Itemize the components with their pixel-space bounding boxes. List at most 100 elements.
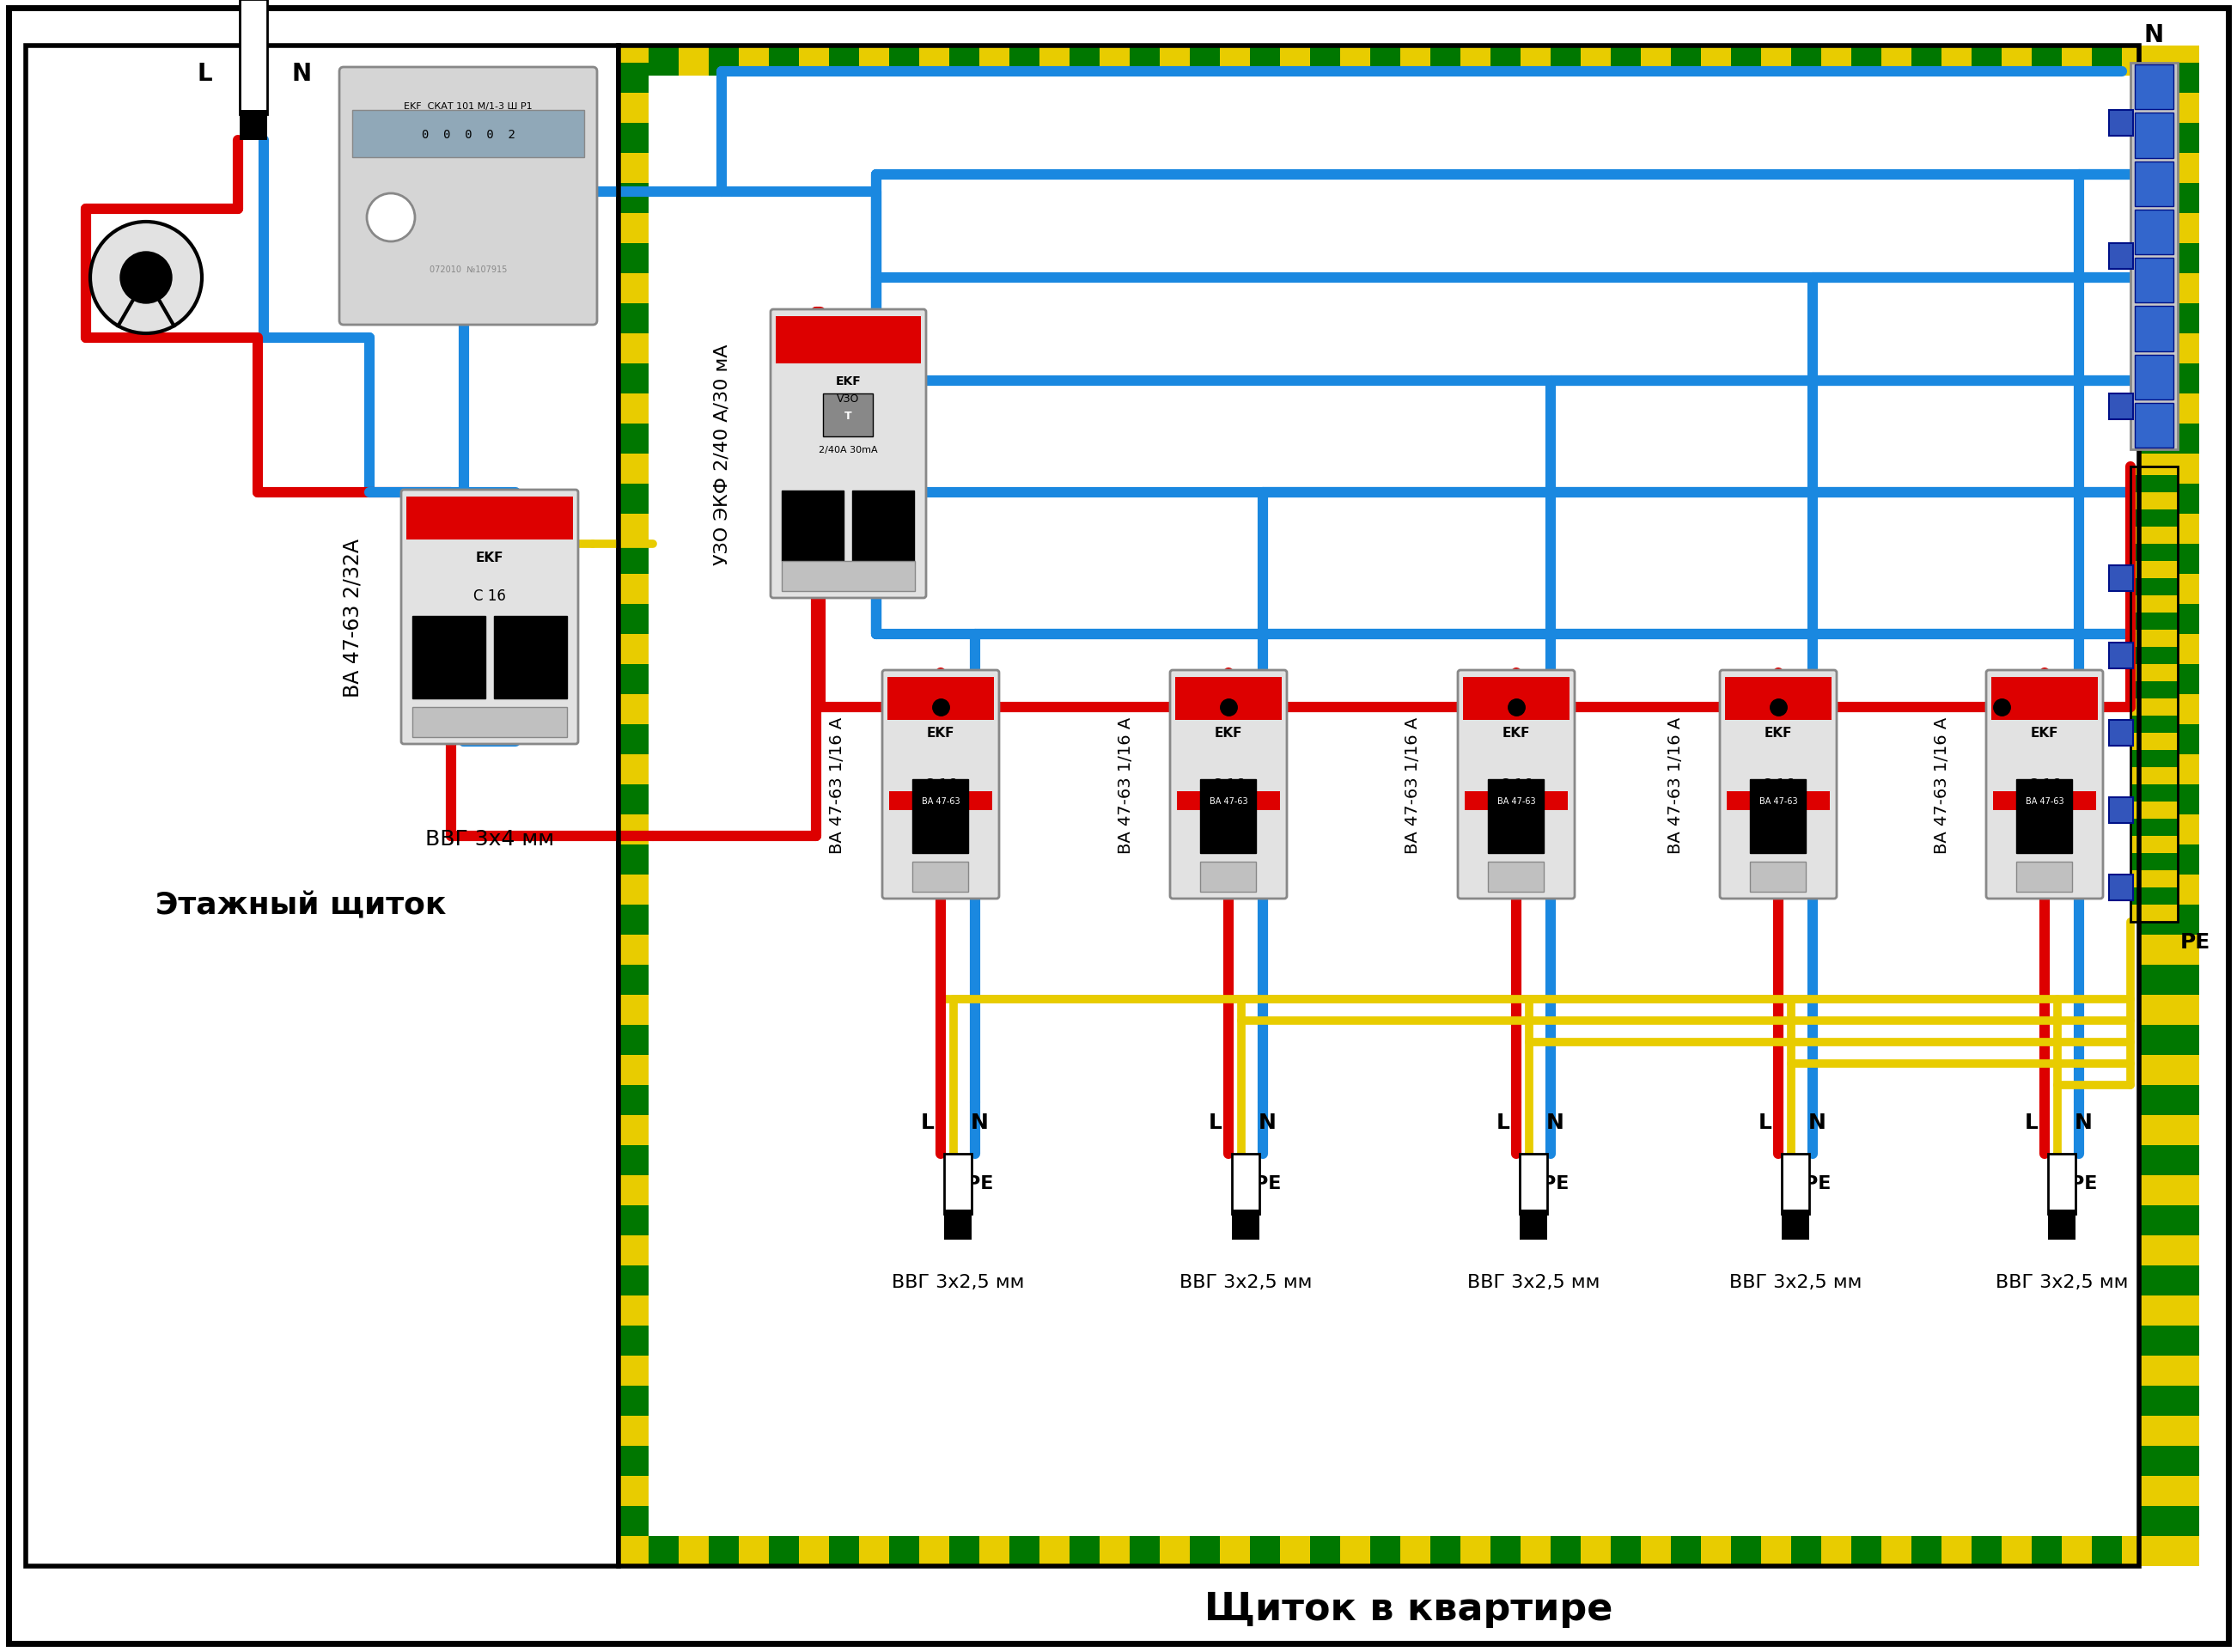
Bar bbox=[2130, 887, 2179, 905]
Bar bbox=[2170, 1145, 2199, 1176]
Bar bbox=[2170, 965, 2199, 995]
Bar bbox=[617, 725, 649, 755]
Bar bbox=[1671, 1536, 1700, 1566]
Bar bbox=[2170, 1325, 2199, 1356]
Text: L: L bbox=[197, 61, 213, 86]
Bar bbox=[1190, 46, 1219, 76]
Bar bbox=[1101, 46, 1130, 76]
Bar bbox=[2139, 814, 2170, 844]
Bar bbox=[830, 1536, 859, 1566]
Bar bbox=[2130, 785, 2179, 801]
Text: N: N bbox=[2143, 23, 2163, 48]
Bar bbox=[2130, 682, 2179, 699]
Text: ВВГ 3х2,5 мм: ВВГ 3х2,5 мм bbox=[1467, 1274, 1599, 1290]
Bar bbox=[1942, 46, 1971, 76]
Bar bbox=[407, 497, 573, 540]
Bar bbox=[617, 694, 649, 725]
Bar bbox=[617, 304, 649, 334]
Bar bbox=[1009, 1536, 1040, 1566]
Bar bbox=[859, 46, 888, 76]
Bar bbox=[2139, 1115, 2170, 1145]
Bar bbox=[2170, 664, 2199, 694]
Bar bbox=[2130, 715, 2179, 733]
Bar bbox=[2134, 210, 2174, 254]
Bar bbox=[617, 1236, 649, 1265]
Bar bbox=[1040, 1536, 1069, 1566]
Bar bbox=[2139, 1265, 2170, 1295]
Text: ВВГ 3х4 мм: ВВГ 3х4 мм bbox=[425, 829, 555, 849]
Bar bbox=[1461, 46, 1490, 76]
Bar bbox=[2139, 425, 2170, 454]
Bar bbox=[2139, 1536, 2170, 1566]
Bar bbox=[2170, 876, 2199, 905]
Bar bbox=[617, 1386, 649, 1416]
Bar bbox=[617, 274, 649, 304]
Text: Этажный щиток: Этажный щиток bbox=[154, 890, 445, 920]
Text: ВА 47-63 1/16 А: ВА 47-63 1/16 А bbox=[1933, 717, 1951, 852]
Bar bbox=[2139, 1416, 2170, 1446]
Bar bbox=[412, 616, 485, 699]
Bar bbox=[649, 1536, 678, 1566]
Bar bbox=[2170, 1026, 2199, 1056]
Bar bbox=[709, 46, 738, 76]
Bar bbox=[2139, 1236, 2170, 1265]
Bar bbox=[1991, 677, 2098, 720]
Bar bbox=[617, 575, 649, 605]
Bar bbox=[1371, 1536, 1400, 1566]
Bar bbox=[2170, 995, 2199, 1026]
Bar bbox=[1371, 46, 1400, 76]
Text: Щиток в квартире: Щиток в квартире bbox=[1206, 1591, 1613, 1627]
Bar bbox=[1233, 1155, 1259, 1214]
Bar bbox=[1130, 46, 1159, 76]
Bar bbox=[2170, 694, 2199, 725]
Text: PE: PE bbox=[966, 1175, 993, 1191]
Bar bbox=[2139, 876, 2170, 905]
Bar bbox=[351, 111, 584, 159]
Bar bbox=[1852, 46, 1881, 76]
Bar bbox=[2139, 545, 2170, 575]
Bar bbox=[1749, 862, 1805, 892]
Circle shape bbox=[89, 223, 201, 334]
Bar bbox=[1731, 1536, 1761, 1566]
Bar bbox=[412, 707, 566, 737]
Bar bbox=[913, 862, 969, 892]
Bar bbox=[1640, 1536, 1671, 1566]
FancyBboxPatch shape bbox=[1459, 671, 1575, 899]
Bar bbox=[1521, 1536, 1550, 1566]
Text: 2/40A 30mA: 2/40A 30mA bbox=[819, 446, 877, 454]
Bar bbox=[2152, 46, 2181, 76]
Bar bbox=[617, 1475, 649, 1507]
Text: ВВГ 3х2,5 мм: ВВГ 3х2,5 мм bbox=[1179, 1274, 1311, 1290]
Bar bbox=[1340, 1536, 1371, 1566]
Bar bbox=[617, 94, 649, 124]
Bar bbox=[2170, 395, 2199, 425]
Bar bbox=[1550, 46, 1582, 76]
Bar bbox=[1233, 1209, 1259, 1241]
Bar bbox=[2139, 183, 2170, 213]
Circle shape bbox=[121, 253, 172, 304]
Bar bbox=[617, 814, 649, 844]
Bar bbox=[239, 0, 266, 116]
Bar bbox=[2130, 699, 2179, 715]
Bar bbox=[1159, 1536, 1190, 1566]
Bar bbox=[1009, 46, 1040, 76]
Bar bbox=[2139, 94, 2170, 124]
Bar bbox=[2130, 596, 2179, 613]
Bar bbox=[2139, 1056, 2170, 1085]
Bar bbox=[2170, 1056, 2199, 1085]
Bar bbox=[2130, 562, 2179, 578]
Bar bbox=[2139, 605, 2170, 634]
Bar bbox=[2139, 244, 2170, 274]
Bar bbox=[1199, 862, 1255, 892]
Bar bbox=[1159, 46, 1190, 76]
Bar bbox=[2130, 63, 2179, 449]
Bar bbox=[2170, 94, 2199, 124]
Bar bbox=[2109, 643, 2134, 669]
Bar bbox=[2170, 154, 2199, 183]
Bar bbox=[617, 844, 649, 876]
Bar bbox=[781, 562, 915, 591]
Bar bbox=[2139, 844, 2170, 876]
Bar bbox=[1069, 46, 1101, 76]
Bar bbox=[2139, 1356, 2170, 1386]
Bar bbox=[2170, 454, 2199, 484]
